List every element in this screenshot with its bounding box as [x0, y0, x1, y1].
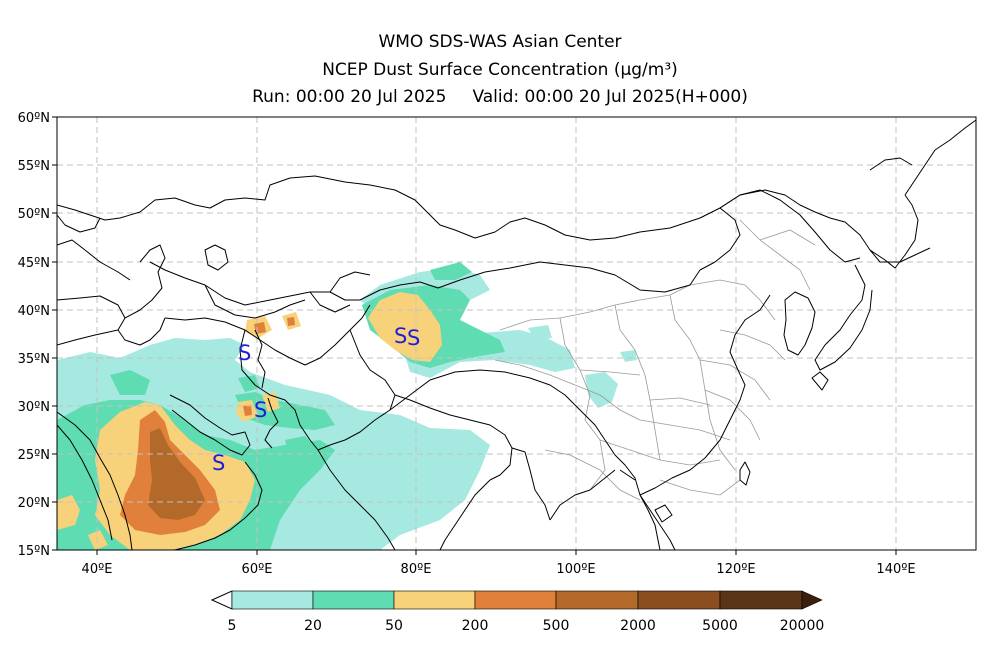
colorbar-label: 20000: [780, 618, 825, 634]
dust-field-light-cn: [620, 350, 637, 362]
dust-field-light-iran: [150, 338, 245, 360]
colorbar-segment: [555, 590, 639, 610]
title-line-1: WMO SDS-WAS Asian Center: [378, 32, 622, 52]
lon-label: 140ºE: [876, 562, 915, 577]
lat-label: 60ºN: [18, 111, 50, 126]
country-borders: [57, 119, 976, 550]
colorbar-label: 5: [228, 618, 237, 634]
dust-fields: [57, 262, 637, 550]
colorbar-label: 20: [304, 618, 322, 634]
lon-label: 40ºE: [82, 562, 113, 577]
colorbar-segment: [312, 590, 395, 610]
lat-label: 40ºN: [18, 304, 50, 319]
lon-label: 60ºE: [242, 562, 273, 577]
lat-label: 35ºN: [18, 352, 50, 367]
lat-label: 55ºN: [18, 159, 50, 174]
colorbar-label: 200: [462, 618, 489, 634]
title-line-2: NCEP Dust Surface Concentration (μg/m³): [0, 58, 1000, 82]
colorbar-segment: [231, 590, 314, 610]
title-line-3: Run: 00:00 20 Jul 2025 Valid: 00:00 20 Ju…: [0, 85, 1000, 109]
run-time: Run: 00:00 20 Jul 2025: [252, 87, 447, 107]
product-name: NCEP Dust Surface Concentration: [322, 60, 609, 80]
lat-label: 45ºN: [18, 256, 50, 271]
colorbar-segment: [393, 590, 476, 610]
dust-field-mid-dzungar: [430, 262, 472, 280]
dust-field-high-south: [88, 530, 108, 550]
colorbar-segment: [474, 590, 557, 610]
axis-ticks: [52, 116, 897, 555]
colorbar-label: 5000: [702, 618, 738, 634]
dust-field-mid-gulf: [235, 392, 335, 430]
dust-field-mid-iran: [110, 370, 150, 395]
lat-label: 20ºN: [18, 496, 50, 511]
lat-label: 50ºN: [18, 207, 50, 222]
dust-storm-symbol: S: [238, 341, 251, 365]
dust-storm-symbol: S: [407, 326, 420, 350]
lat-label: 30ºN: [18, 400, 50, 415]
lon-label: 80ºE: [401, 562, 432, 577]
lon-label: 120ºE: [716, 562, 755, 577]
province-boundaries: [494, 219, 816, 501]
unit-label: (μg/m³): [613, 60, 678, 80]
lon-label: 100ºE: [556, 562, 595, 577]
dust-storm-symbol: S: [254, 398, 267, 422]
colorbar: 5 20 50 200 500 2000 5000 20000: [210, 590, 825, 634]
longitude-labels: 40ºE 60ºE 80ºE 100ºE 120ºE 140ºE: [82, 562, 916, 577]
colorbar-label: 50: [385, 618, 403, 634]
lat-label: 25ºN: [18, 448, 50, 463]
colorbar-label: 2000: [620, 618, 656, 634]
dust-storm-symbols: S S S S S: [212, 324, 420, 475]
colorbar-high-arrow: [801, 590, 823, 610]
graticule: [57, 117, 976, 550]
colorbar-segment: [637, 590, 721, 610]
colorbar-low-arrow: [210, 590, 233, 610]
valid-time: Valid: 00:00 20 Jul 2025(H+000): [472, 87, 748, 107]
dust-storm-symbol: S: [394, 324, 407, 348]
dust-field-mid-tm: [238, 375, 260, 392]
lat-label: 15ºN: [18, 544, 50, 559]
map-frame: [56, 116, 977, 551]
dust-field-high-southwest: [57, 495, 80, 530]
colorbar-segment: [719, 590, 803, 610]
dust-field-mid-pakistan: [285, 436, 318, 458]
colorbar-label: 500: [543, 618, 570, 634]
dust-field-peak-uz: [287, 317, 295, 326]
dust-storm-symbol: S: [212, 451, 225, 475]
dust-field-core-arabia: [148, 428, 205, 520]
dust-field-high-tarim: [368, 292, 442, 362]
dust-field-peak-iran: [243, 405, 252, 416]
latitude-labels: 60ºN 55ºN 50ºN 45ºN 40ºN 35ºN 30ºN 25ºN …: [18, 111, 50, 559]
dust-field-light-gansu: [585, 372, 618, 408]
dust-field-light-mongolia: [528, 325, 552, 340]
